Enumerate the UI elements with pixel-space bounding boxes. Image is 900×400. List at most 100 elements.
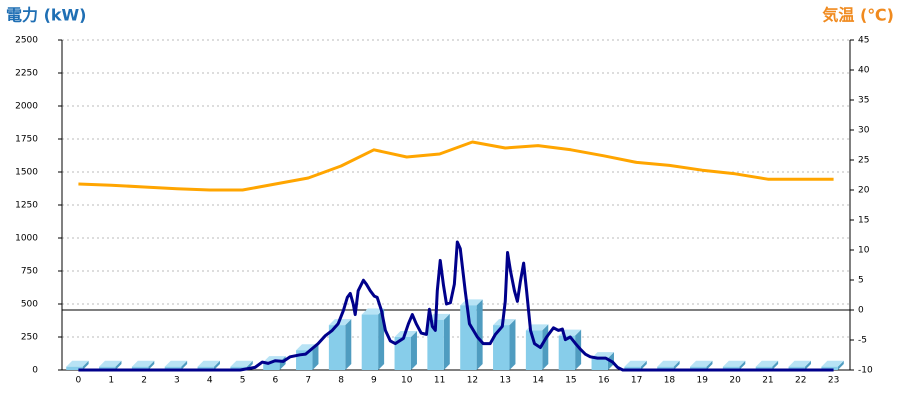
x-tick-label: 0 <box>76 376 82 386</box>
x-tick-label: 7 <box>305 376 311 386</box>
bar-side <box>706 360 713 370</box>
bar-top <box>690 360 713 367</box>
y2-tick-label: 45 <box>858 36 869 46</box>
bar-front <box>164 366 182 370</box>
x-tick-label: 22 <box>795 376 806 386</box>
y2-tick-label: 5 <box>858 276 864 286</box>
line <box>78 240 834 372</box>
x-tick-label: 8 <box>338 376 344 386</box>
bar-side <box>410 331 417 370</box>
bar-side <box>804 360 811 370</box>
bar-front <box>394 337 411 370</box>
bar-top <box>99 360 122 367</box>
x-tick-label: 3 <box>174 376 180 386</box>
y-tick-label: 2000 <box>15 102 38 112</box>
x-tick-label: 17 <box>631 376 642 386</box>
x-tick-label: 19 <box>697 376 709 386</box>
y2-tick-label: 0 <box>858 306 864 316</box>
bar-front <box>558 335 576 370</box>
bar-front <box>690 366 707 370</box>
bar-front <box>230 366 247 370</box>
bar-top <box>164 360 188 367</box>
y2-tick-label: 30 <box>858 126 870 136</box>
bar-top <box>197 360 220 367</box>
bar <box>427 313 450 370</box>
bar-side <box>82 360 89 370</box>
x-tick-label: 2 <box>141 376 147 386</box>
bar-top <box>427 313 450 320</box>
bar-top <box>722 360 746 367</box>
bar <box>328 319 352 370</box>
y-tick-label: 1500 <box>15 168 38 178</box>
bar <box>657 360 680 370</box>
y-tick-label: 1000 <box>15 234 38 244</box>
bar-side <box>115 360 122 370</box>
bar <box>722 360 746 370</box>
bar-front <box>591 358 608 370</box>
bar-side <box>739 360 746 370</box>
x-tick-label: 23 <box>828 376 839 386</box>
y2-axis-title: 気温 (℃) <box>822 6 894 25</box>
y2-tick-label: -5 <box>858 336 867 346</box>
bar-front <box>328 325 346 370</box>
bar-side <box>148 360 155 370</box>
y2-tick-label: 40 <box>858 66 870 76</box>
bar-front <box>66 366 83 370</box>
bar <box>493 319 516 370</box>
bar-front <box>525 330 543 370</box>
bar-front <box>821 366 838 370</box>
bar <box>197 360 220 370</box>
bar-front <box>788 366 805 370</box>
bar-side <box>837 360 844 370</box>
bar-front <box>361 314 379 370</box>
bar-top <box>66 360 89 367</box>
x-tick-label: 16 <box>598 376 610 386</box>
bar-front <box>197 366 214 370</box>
bar <box>788 360 811 370</box>
bar-side <box>181 360 188 370</box>
y2-tick-label: 10 <box>858 246 870 256</box>
bar-side <box>575 329 582 370</box>
bar-front <box>460 305 477 370</box>
y-tick-label: 2500 <box>15 36 38 46</box>
y2-tick-label: 35 <box>858 96 869 106</box>
bar <box>99 360 122 370</box>
bar <box>164 360 188 370</box>
bar-top <box>624 360 647 367</box>
x-tick-label: 4 <box>207 376 213 386</box>
bar <box>460 299 483 370</box>
bar-side <box>772 360 779 370</box>
bar-front <box>657 366 674 370</box>
bar-front <box>263 362 280 370</box>
bar-front <box>427 319 444 370</box>
y-tick-label: 250 <box>21 333 38 343</box>
bar-side <box>213 360 220 370</box>
bar-side <box>312 344 319 370</box>
bar-top <box>657 360 680 367</box>
y-axis-title: 電力 (kW) <box>6 6 87 25</box>
x-tick-label: 18 <box>664 376 676 386</box>
bar-side <box>476 299 483 370</box>
bar-front <box>131 366 149 370</box>
bar-front <box>722 366 740 370</box>
bar-front <box>624 366 641 370</box>
y2-tick-label: 25 <box>858 156 869 166</box>
y2-tick-label: -10 <box>858 366 873 376</box>
bar-top <box>230 360 253 367</box>
x-tick-label: 21 <box>762 376 773 386</box>
x-tick-label: 5 <box>240 376 246 386</box>
bar-front <box>493 325 510 370</box>
bar <box>394 331 417 370</box>
y-tick-label: 750 <box>21 267 38 277</box>
bar <box>131 360 155 370</box>
x-tick-label: 11 <box>434 376 445 386</box>
y-tick-label: 1250 <box>15 201 38 211</box>
x-tick-label: 9 <box>371 376 377 386</box>
x-tick-label: 15 <box>565 376 576 386</box>
y2-tick-label: 20 <box>858 186 870 196</box>
line <box>78 140 834 192</box>
bar <box>821 360 844 370</box>
x-tick-label: 10 <box>401 376 413 386</box>
bar-front <box>755 366 773 370</box>
